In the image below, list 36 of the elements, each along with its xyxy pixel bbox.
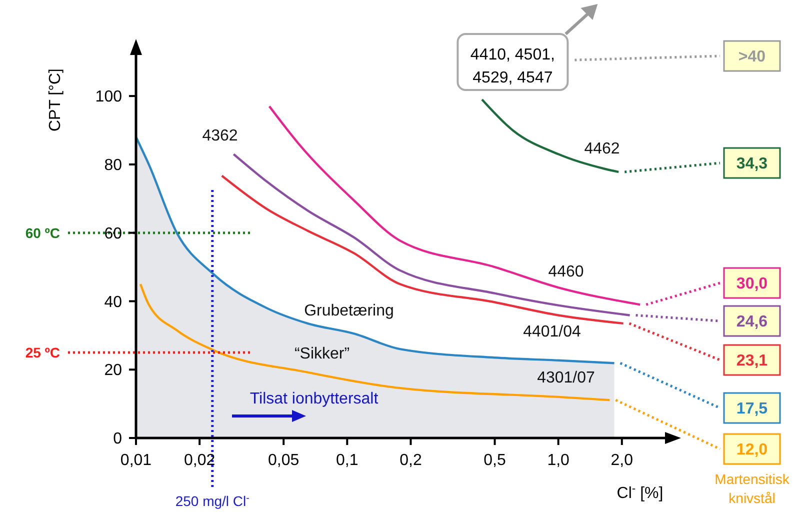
annotation: “Sikker”: [294, 346, 350, 363]
annotation: 23,1: [736, 352, 768, 370]
y-axis-title: CPT [°C]: [47, 68, 64, 132]
annotation: 17,5: [736, 400, 768, 418]
series-label: 4460: [548, 264, 584, 281]
x-tick-label: 0,05: [268, 452, 300, 469]
text: Martensitisk knivstål: [714, 471, 790, 506]
series-label: 4362: [202, 128, 238, 145]
x-tick-label: 0,2: [400, 452, 422, 469]
annotation: 4410, 4501, 4529, 4547: [470, 46, 555, 87]
annotation: 34,3: [736, 156, 768, 173]
x-tick-label: 0,02: [184, 452, 216, 469]
x-tick-label: 0,5: [484, 452, 506, 469]
x-tick-label: 1,0: [547, 452, 570, 469]
annotation: Tilsat ionbyttersalt: [250, 390, 379, 408]
y-tick-label: 80: [104, 157, 122, 174]
annotation: 30,0: [736, 276, 768, 293]
y-tick-label: 100: [95, 88, 122, 106]
series-label: 4462: [584, 140, 620, 158]
y-tick-label: 60: [104, 225, 122, 242]
y-tick-label: 20: [104, 362, 122, 380]
x-tick-label: 0,1: [336, 452, 358, 469]
annotation: 24,6: [736, 314, 768, 331]
y-tick-label: 40: [104, 294, 122, 311]
x-axis-title: Cl$^{-}$ [%]: [616, 483, 664, 502]
ref-line-label: 60 ºC: [25, 224, 60, 241]
x-tick-label: 0,01: [120, 452, 152, 469]
x-tick-label: 2,0: [610, 452, 634, 469]
series-label: 4401/04: [523, 324, 582, 341]
ref-line-label: 25 ºC: [25, 344, 60, 361]
y-tick-label: 0: [113, 430, 122, 448]
series-label: 4301/07: [537, 370, 596, 387]
ref-line-label: 250 mg/l Cl$^{-}$: [175, 492, 250, 509]
text: >40: [738, 48, 766, 66]
annotation: 12,0: [736, 442, 768, 459]
annotation: Grubetæring: [304, 302, 394, 320]
